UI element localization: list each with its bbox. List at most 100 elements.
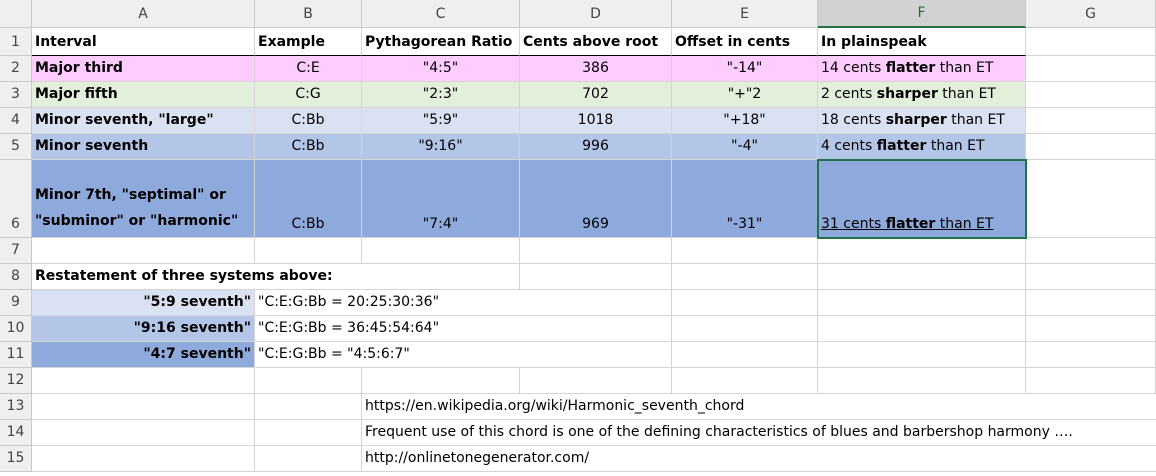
cell[interactable] [32,238,255,264]
cell[interactable] [818,368,1026,394]
row-header[interactable]: 10 [0,316,32,342]
cell[interactable] [1026,56,1156,82]
cell[interactable] [1026,290,1156,316]
cell[interactable]: "+18" [672,108,818,134]
cell[interactable]: 1018 [520,108,672,134]
cell[interactable]: "7:4" [362,160,520,238]
cell[interactable]: C:E [255,56,362,82]
cell[interactable] [1026,108,1156,134]
cell[interactable] [32,394,255,420]
cell[interactable] [32,420,255,446]
cell[interactable] [1026,160,1156,238]
cell[interactable]: "9:16 seventh" [32,316,255,342]
cell[interactable] [520,264,672,290]
cell[interactable]: C:Bb [255,134,362,160]
column-header[interactable]: C [362,0,520,28]
column-header[interactable]: G [1026,0,1156,28]
cell[interactable] [672,342,818,368]
cell[interactable] [1026,82,1156,108]
header-cell[interactable]: Pythagorean Ratio [362,28,520,56]
cell[interactable] [255,420,362,446]
cell[interactable] [818,342,1026,368]
cell[interactable]: "4:7 seventh" [32,342,255,368]
header-cell[interactable]: In plainspeak [818,28,1026,56]
cell[interactable] [362,368,520,394]
cell[interactable]: 2 cents sharper than ET [818,82,1026,108]
cell[interactable] [32,446,255,472]
cell[interactable] [818,264,1026,290]
row-header[interactable]: 4 [0,108,32,134]
row-header[interactable]: 3 [0,82,32,108]
cell[interactable]: https://en.wikipedia.org/wiki/Harmonic_s… [362,394,1156,420]
column-header[interactable]: D [520,0,672,28]
cell[interactable] [1026,368,1156,394]
row-header[interactable]: 9 [0,290,32,316]
cell[interactable] [255,446,362,472]
cell[interactable] [520,238,672,264]
cell[interactable] [1026,134,1156,160]
cell[interactable] [672,290,818,316]
cell[interactable] [672,316,818,342]
cell[interactable]: "C:E:G:Bb = 36:45:54:64" [255,316,520,342]
cell[interactable]: "5:9 seventh" [32,290,255,316]
cell[interactable]: "C:E:G:Bb = 20:25:30:36" [255,290,520,316]
cell[interactable]: 4 cents flatter than ET [818,134,1026,160]
row-header[interactable]: 1 [0,28,32,56]
cell[interactable] [520,342,672,368]
row-header[interactable]: 11 [0,342,32,368]
cell[interactable]: Minor 7th, "septimal" or "subminor" or "h… [32,160,255,238]
cell[interactable] [1026,316,1156,342]
column-header[interactable]: A [32,0,255,28]
cell[interactable]: Major fifth [32,82,255,108]
header-cell[interactable]: Interval [32,28,255,56]
row-header[interactable]: 5 [0,134,32,160]
column-header[interactable]: B [255,0,362,28]
cell[interactable]: http://onlinetonegenerator.com/ [362,446,1156,472]
cell[interactable]: 14 cents flatter than ET [818,56,1026,82]
header-cell[interactable]: Offset in cents [672,28,818,56]
cell[interactable] [818,290,1026,316]
column-header[interactable]: F [818,0,1026,28]
header-cell[interactable]: Example [255,28,362,56]
cell[interactable]: "4:5" [362,56,520,82]
cell[interactable]: C:Bb [255,108,362,134]
cell[interactable] [362,264,520,290]
cell[interactable] [672,264,818,290]
cell[interactable]: 996 [520,134,672,160]
cell[interactable]: 386 [520,56,672,82]
cell[interactable] [1026,342,1156,368]
cell[interactable]: "5:9" [362,108,520,134]
cell[interactable]: Major third [32,56,255,82]
row-header[interactable]: 2 [0,56,32,82]
cell[interactable]: "-31" [672,160,818,238]
cell[interactable] [255,238,362,264]
cell[interactable] [1026,238,1156,264]
cell[interactable]: C:G [255,82,362,108]
cell[interactable] [520,316,672,342]
cell[interactable]: "2:3" [362,82,520,108]
cell[interactable]: Minor seventh, "large" [32,108,255,134]
row-header[interactable]: 7 [0,238,32,264]
cell[interactable]: "+"2 [672,82,818,108]
cell[interactable] [1026,28,1156,56]
cell[interactable] [32,368,255,394]
cell[interactable] [672,368,818,394]
column-header[interactable]: E [672,0,818,28]
cell[interactable] [818,238,1026,264]
cell[interactable] [362,238,520,264]
row-header[interactable]: 15 [0,446,32,472]
cell[interactable] [672,238,818,264]
cell[interactable]: Restatement of three systems above: [32,264,362,290]
cell[interactable]: 31 cents flatter than ET [817,159,1027,239]
cell[interactable] [520,368,672,394]
cell[interactable]: 969 [520,160,672,238]
header-cell[interactable]: Cents above root [520,28,672,56]
cell[interactable]: C:Bb [255,160,362,238]
cell[interactable]: Frequent use of this chord is one of the… [362,420,1156,446]
cell[interactable]: "C:E:G:Bb = "4:5:6:7" [255,342,520,368]
row-header[interactable]: 8 [0,264,32,290]
row-header[interactable]: 13 [0,394,32,420]
row-header[interactable]: 14 [0,420,32,446]
cell[interactable]: "9:16" [362,134,520,160]
cell[interactable]: "-4" [672,134,818,160]
